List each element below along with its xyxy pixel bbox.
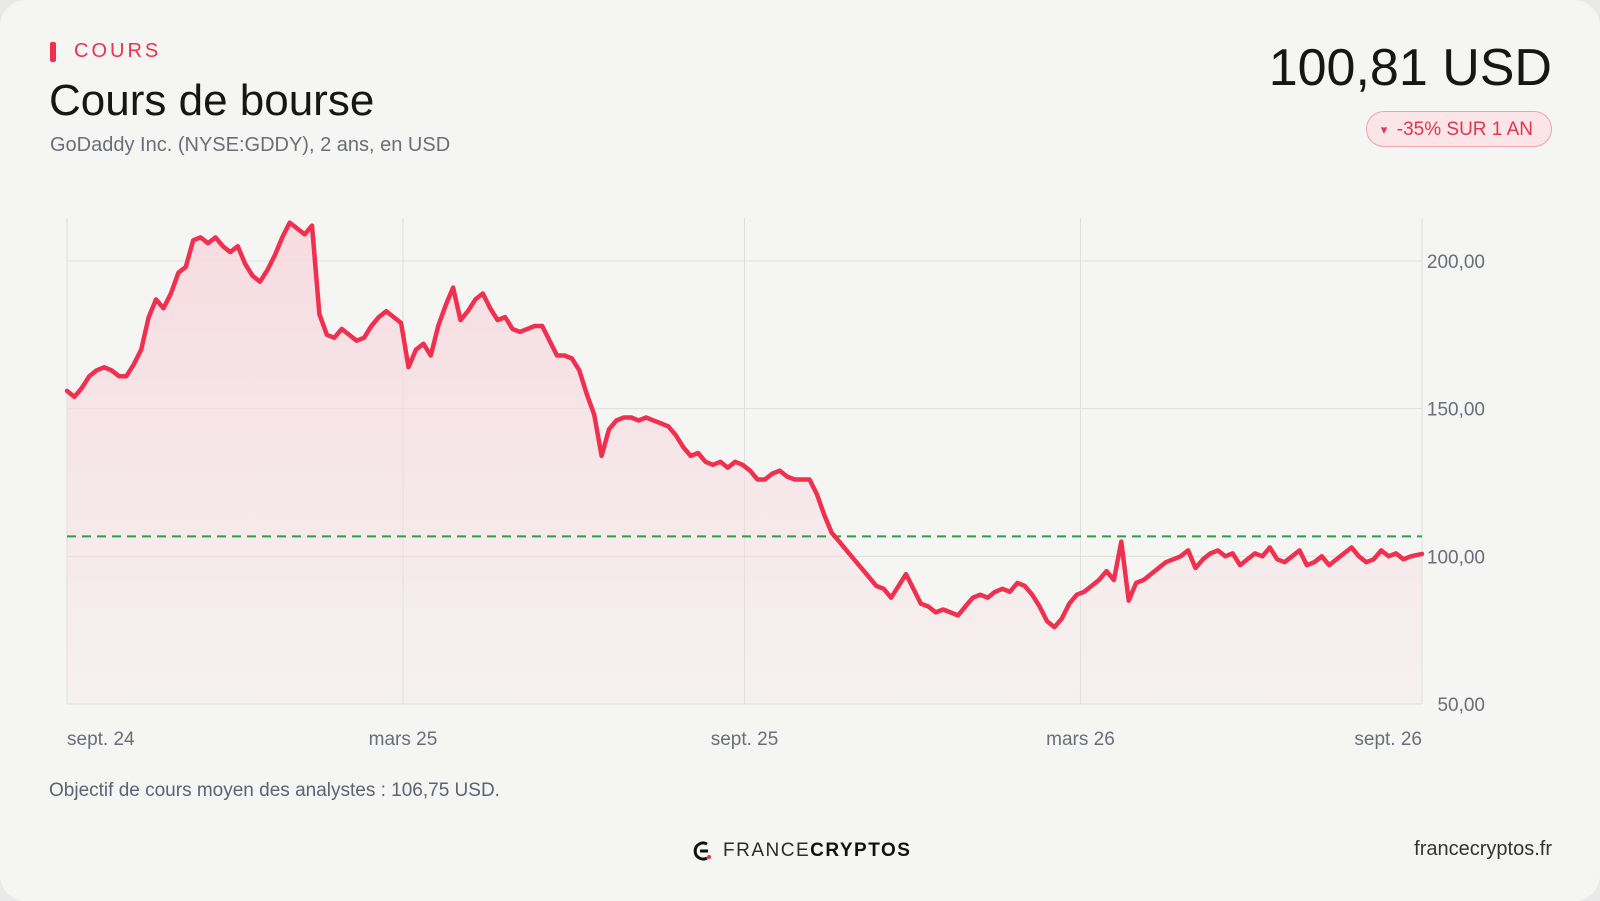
page-subtitle: GoDaddy Inc. (NYSE:GDDY), 2 ans, en USD bbox=[50, 134, 451, 156]
trend-down-icon: ▾ bbox=[1380, 122, 1388, 137]
page-title: Cours de bourse bbox=[49, 76, 375, 125]
y-tick-label: 200,00 bbox=[1427, 252, 1485, 273]
x-tick-label: mars 26 bbox=[1046, 729, 1115, 750]
section-kicker: COURS bbox=[50, 40, 161, 63]
site-url: francecryptos.fr bbox=[1414, 838, 1552, 860]
price-chart: 50,00 100,00 150,00 200,00 sept. 24 mars 25 se… bbox=[64, 218, 1485, 750]
analyst-target-note: Objectif de cours moyen des analystes : … bbox=[49, 780, 500, 801]
y-tick-label: 150,00 bbox=[1427, 400, 1485, 421]
current-price: 100,81 USD bbox=[1268, 39, 1552, 97]
y-tick-label: 100,00 bbox=[1427, 547, 1485, 568]
kicker-label: COURS bbox=[74, 40, 162, 62]
x-tick-label: mars 25 bbox=[369, 729, 438, 750]
y-tick-label: 50,00 bbox=[1437, 695, 1485, 716]
x-tick-label: sept. 25 bbox=[711, 729, 779, 750]
brand-name-part2: CRYPTOS bbox=[810, 840, 912, 861]
price-series-line bbox=[64, 220, 1425, 630]
kicker-accent-bar bbox=[50, 41, 56, 62]
brand-mark-icon bbox=[693, 841, 711, 861]
x-tick-label: sept. 26 bbox=[1354, 729, 1422, 750]
change-badge-label: -35% SUR 1 AN bbox=[1396, 119, 1533, 140]
change-badge: ▾ -35% SUR 1 AN bbox=[1365, 111, 1552, 147]
price-area-fill bbox=[67, 222, 1422, 704]
x-tick-label: sept. 24 bbox=[67, 729, 135, 750]
brand-name-part1: FRANCE bbox=[723, 840, 811, 861]
brand-logo: FRANCE CRYPTOS bbox=[693, 840, 911, 862]
